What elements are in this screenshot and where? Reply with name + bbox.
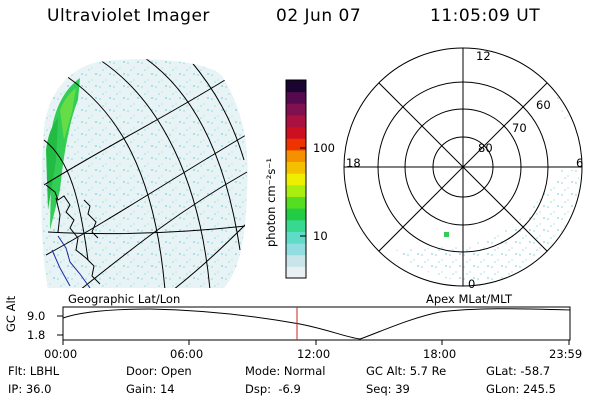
time-tick-0600: 06:00: [170, 347, 204, 361]
glat-info: GLat: -58.7: [486, 364, 551, 378]
colorbar-segment: [286, 254, 306, 267]
apex-panel-label: Apex MLat/MLT: [426, 292, 513, 306]
mlt-label-6: 6: [576, 156, 584, 170]
seq-info: Seq: 39: [366, 382, 410, 396]
time-tick-1200: 12:00: [297, 347, 331, 361]
auroral-spot: [444, 232, 449, 237]
alt-tick-1-8: 1.8: [27, 328, 46, 342]
dsp-info: Dsp: -6.9: [245, 382, 301, 396]
colorbar-segment: [286, 231, 306, 244]
color-scale-bar: [286, 80, 306, 279]
geographic-image: [41, 59, 248, 288]
colorbar-segment: [286, 126, 306, 139]
geographic-panel-label: Geographic Lat/Lon: [68, 292, 181, 306]
date-label: 02 Jun 07: [276, 6, 362, 26]
colorbar-segment: [286, 243, 306, 256]
colorbar-tick-10: 10: [313, 229, 328, 243]
mlt-label-12: 12: [476, 49, 491, 63]
gc-alt-info: GC Alt: 5.7 Re: [366, 364, 447, 378]
door-info: Door: Open: [126, 364, 192, 378]
mode-info: Mode: Normal: [245, 364, 326, 378]
colorbar-segment: [286, 91, 306, 104]
time-tick-1800: 18:00: [423, 347, 457, 361]
colorbar-segment: [286, 208, 306, 221]
mlat-label-80: 80: [478, 141, 493, 155]
gc-alt-axis-title: GC Alt: [4, 295, 18, 332]
colorbar-segment: [286, 80, 306, 93]
colorbar-segment: [286, 149, 306, 163]
colorbar-unit-label: photon cm⁻²s⁻¹: [264, 158, 278, 247]
colorbar-segment: [286, 138, 306, 151]
mlat-label-60: 60: [536, 98, 551, 112]
colorbar-segment: [286, 196, 306, 209]
filter-info: Flt: LBHL: [8, 364, 60, 378]
alt-tick-9: 9.0: [27, 309, 46, 323]
colorbar-segment: [286, 219, 306, 232]
polar-plot: [343, 47, 583, 287]
altitude-strip: [57, 306, 571, 345]
time-tick-2359: 23:59: [549, 347, 583, 361]
mlt-label-18: 18: [346, 156, 361, 170]
colorbar-segment: [286, 114, 306, 128]
colorbar-segment: [286, 266, 306, 279]
mlt-label-0: 0: [468, 277, 476, 291]
colorbar-segment: [286, 173, 306, 186]
colorbar-segment: [286, 184, 306, 197]
glon-info: GLon: 245.5: [486, 382, 556, 396]
instrument-title: Ultraviolet Imager: [47, 6, 210, 26]
colorbar-segment: [286, 161, 306, 174]
colorbar-tick-100: 100: [313, 141, 335, 155]
time-label: 11:05:09 UT: [430, 6, 541, 26]
colorbar-segment: [286, 103, 306, 116]
gain-info: Gain: 14: [126, 382, 175, 396]
ip-info: IP: 36.0: [8, 382, 52, 396]
mlat-label-70: 70: [512, 121, 527, 135]
time-tick-0000: 00:00: [44, 347, 78, 361]
